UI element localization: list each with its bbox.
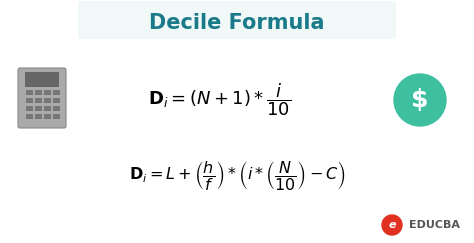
Circle shape [382, 215, 402, 235]
FancyBboxPatch shape [26, 90, 33, 95]
FancyBboxPatch shape [26, 106, 33, 111]
Text: Decile Formula: Decile Formula [149, 13, 325, 33]
FancyBboxPatch shape [26, 114, 33, 119]
Text: e: e [388, 220, 396, 230]
FancyBboxPatch shape [44, 98, 51, 103]
FancyBboxPatch shape [44, 106, 51, 111]
FancyBboxPatch shape [78, 1, 396, 39]
Text: EDUCBA: EDUCBA [410, 220, 461, 230]
FancyBboxPatch shape [44, 90, 51, 95]
FancyBboxPatch shape [25, 72, 59, 87]
Circle shape [394, 74, 446, 126]
FancyBboxPatch shape [35, 106, 42, 111]
FancyBboxPatch shape [53, 90, 60, 95]
FancyBboxPatch shape [53, 98, 60, 103]
FancyBboxPatch shape [53, 114, 60, 119]
FancyBboxPatch shape [53, 106, 60, 111]
Text: $\mathbf{D}_i = (N + 1) * \dfrac{i}{10}$: $\mathbf{D}_i = (N + 1) * \dfrac{i}{10}$ [148, 82, 292, 118]
Text: $: $ [411, 88, 429, 112]
FancyBboxPatch shape [44, 114, 51, 119]
FancyBboxPatch shape [35, 98, 42, 103]
FancyBboxPatch shape [18, 68, 66, 128]
FancyBboxPatch shape [26, 98, 33, 103]
FancyBboxPatch shape [35, 90, 42, 95]
Text: $\mathbf{D}_i = L + \left(\dfrac{h}{f}\right) * \left(i * \left(\dfrac{N}{10}\ri: $\mathbf{D}_i = L + \left(\dfrac{h}{f}\r… [128, 158, 346, 191]
FancyBboxPatch shape [35, 114, 42, 119]
